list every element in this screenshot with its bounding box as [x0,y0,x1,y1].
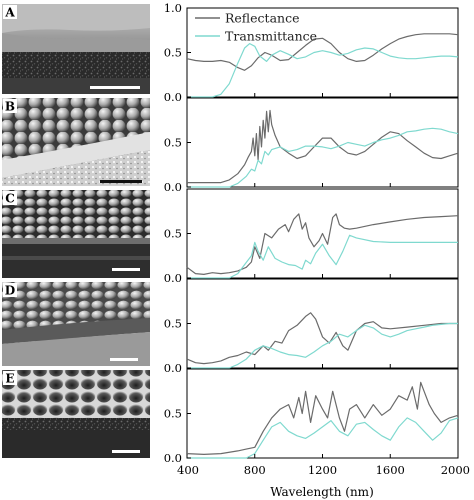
x-axis-title: Wavelength (nm) [270,485,374,499]
reflectance-line-a [186,33,459,71]
label-box-e [3,371,17,385]
y-tick-label: 0.0 [164,180,182,194]
x-axis: Wavelength (nm) 400 800 1200 1600 2000 [177,463,470,499]
plot-panel-c: 0.0 0.5 [164,188,459,285]
transmittance-line-b [187,127,459,188]
label-box-d [3,283,17,297]
panel-label-b: B [5,100,15,114]
plot-frame [186,368,459,459]
legend-label-transmittance: Transmittance [225,29,317,44]
transmittance-line-a [187,43,459,98]
plot-panel-a: 0.0 0.5 1.0 [164,1,459,104]
x-tick-label: 400 [177,463,199,477]
y-tick-label: 0.5 [164,227,182,241]
label-box-a [3,5,17,19]
x-tick-label: 800 [244,463,266,477]
reflectance-line-e [186,381,459,455]
plot-panel-d: 0.0 0.5 [164,278,459,375]
x-tick-label: 2000 [441,463,470,477]
x-tick-label: 1200 [308,463,337,477]
x-tick-label: 1600 [376,463,405,477]
scale-bar-c [112,268,140,271]
legend: Reflectance Transmittance [195,11,317,44]
plot-panel-e: 0.0 0.5 [164,368,459,465]
reflectance-line-d [186,312,458,365]
transmittance-line-e [187,417,459,459]
y-tick-label: 0.5 [164,136,182,150]
y-tick-label: 0.0 [164,271,182,285]
scale-bar-d [110,358,138,361]
panel-label-e: E [5,372,14,386]
scale-bar-e [112,450,140,453]
scale-bar-b [100,180,142,183]
transmittance-line-c [187,234,458,279]
plot-frame [186,97,459,188]
panel-label-d: D [5,284,15,298]
sem-image-a: A [2,4,150,94]
y-tick-label: 0.5 [164,46,182,60]
panel-label-a: A [4,6,15,20]
sem-image-d: D [2,282,150,366]
y-tick-label: 0.0 [164,90,182,104]
sem-image-b: B [2,98,150,186]
spectra-plots: 0.0 0.5 1.0 0.0 0.5 0.0 0.5 0.0 0.5 0.0 0.5 [164,1,459,465]
y-tick-label: 0.0 [164,361,182,375]
plot-frame [186,278,459,369]
sem-image-e: E [2,370,150,458]
y-tick-label: 1.0 [164,1,182,15]
sem-image-c: C [2,190,150,278]
y-tick-label: 0.5 [164,317,182,331]
reflectance-line-c [186,213,459,275]
scale-bar-a [90,86,140,89]
label-box-b [3,99,17,113]
label-box-c [3,191,17,205]
y-tick-label: 0.0 [164,451,182,465]
transmittance-line-d [187,322,458,369]
panel-label-c: C [5,192,15,206]
legend-label-reflectance: Reflectance [225,11,299,26]
plot-panel-b: 0.0 0.5 [164,97,459,194]
y-tick-label: 0.5 [164,407,182,421]
